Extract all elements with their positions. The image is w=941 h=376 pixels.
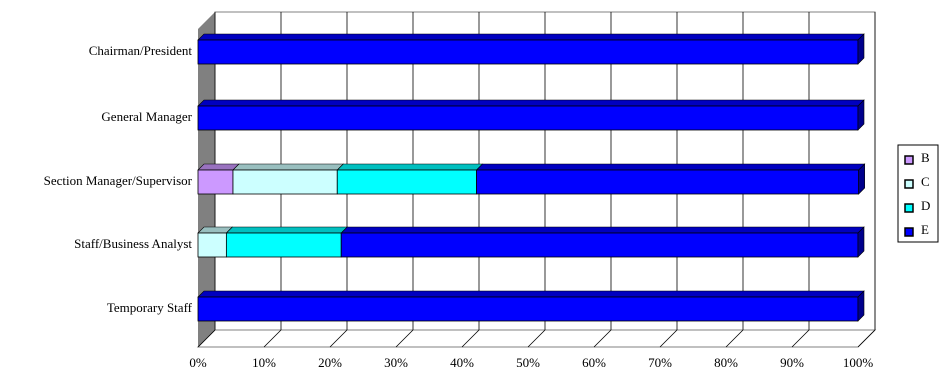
bar [340,232,859,258]
bar-top-shade [337,164,483,170]
bar [197,105,859,131]
y-tick-label: Section Manager/Supervisor [44,173,193,188]
grid-line [593,329,612,348]
x-tick-label: 70% [648,355,672,370]
y-tick-label: Staff/Business Analyst [74,236,192,251]
grid-line [527,329,546,348]
bars [197,33,866,322]
legend-label: E [921,222,929,237]
grid-line [857,329,876,348]
bar-top-shade [198,227,233,233]
legend-swatch [904,179,914,189]
grid-line [329,329,348,348]
bar-side [857,99,865,131]
grid-line [263,329,282,348]
bar [197,232,227,258]
grid-line [725,329,744,348]
bar-side [857,33,865,65]
bar-side [858,163,865,195]
x-tick-label: 40% [450,355,474,370]
bar-side-shade [858,164,865,194]
legend-swatch [904,227,914,237]
bar [197,39,859,65]
y-tick-label: Temporary Staff [107,300,193,315]
bar-side-shade [858,227,864,257]
bar-side [857,226,865,258]
bar-top-shade [198,34,864,40]
bar-top-shade [232,164,344,170]
legend-swatch [904,203,914,213]
x-tick-label: 20% [318,355,342,370]
bar-side [857,290,865,322]
y-tick-label: Chairman/President [89,43,193,58]
x-tick-label: 30% [384,355,408,370]
grid-line [197,329,216,348]
y-tick-label: General Manager [101,109,192,124]
grid-line [659,329,678,348]
bar [336,169,477,195]
bar [197,296,859,322]
x-tick-label: 100% [843,355,874,370]
bar-top-shade [198,164,239,170]
bar-top-shade [476,164,865,170]
bar-side-shade [858,100,864,130]
bar-top-shade [198,100,864,106]
bar [197,169,234,195]
x-tick-label: 10% [252,355,276,370]
bar-top-shade [198,291,864,297]
x-tick-label: 0% [189,355,207,370]
legend-label: C [921,174,930,189]
bar [476,169,860,195]
x-tick-label: 90% [780,355,804,370]
legend [897,144,939,243]
grid-line [395,329,414,348]
bar [232,169,338,195]
x-tick-label: 60% [582,355,606,370]
x-tick-label: 80% [714,355,738,370]
bar-side-shade [858,291,864,321]
grid-line [461,329,480,348]
bar-top-shade [226,227,348,233]
bar-top-shade [341,227,865,233]
legend-label: B [921,150,930,165]
legend-label: D [921,198,930,213]
bar-side-shade [858,34,864,64]
bar [225,232,342,258]
x-tick-label: 50% [516,355,540,370]
legend-swatch [904,155,914,165]
grid-line [791,329,810,348]
